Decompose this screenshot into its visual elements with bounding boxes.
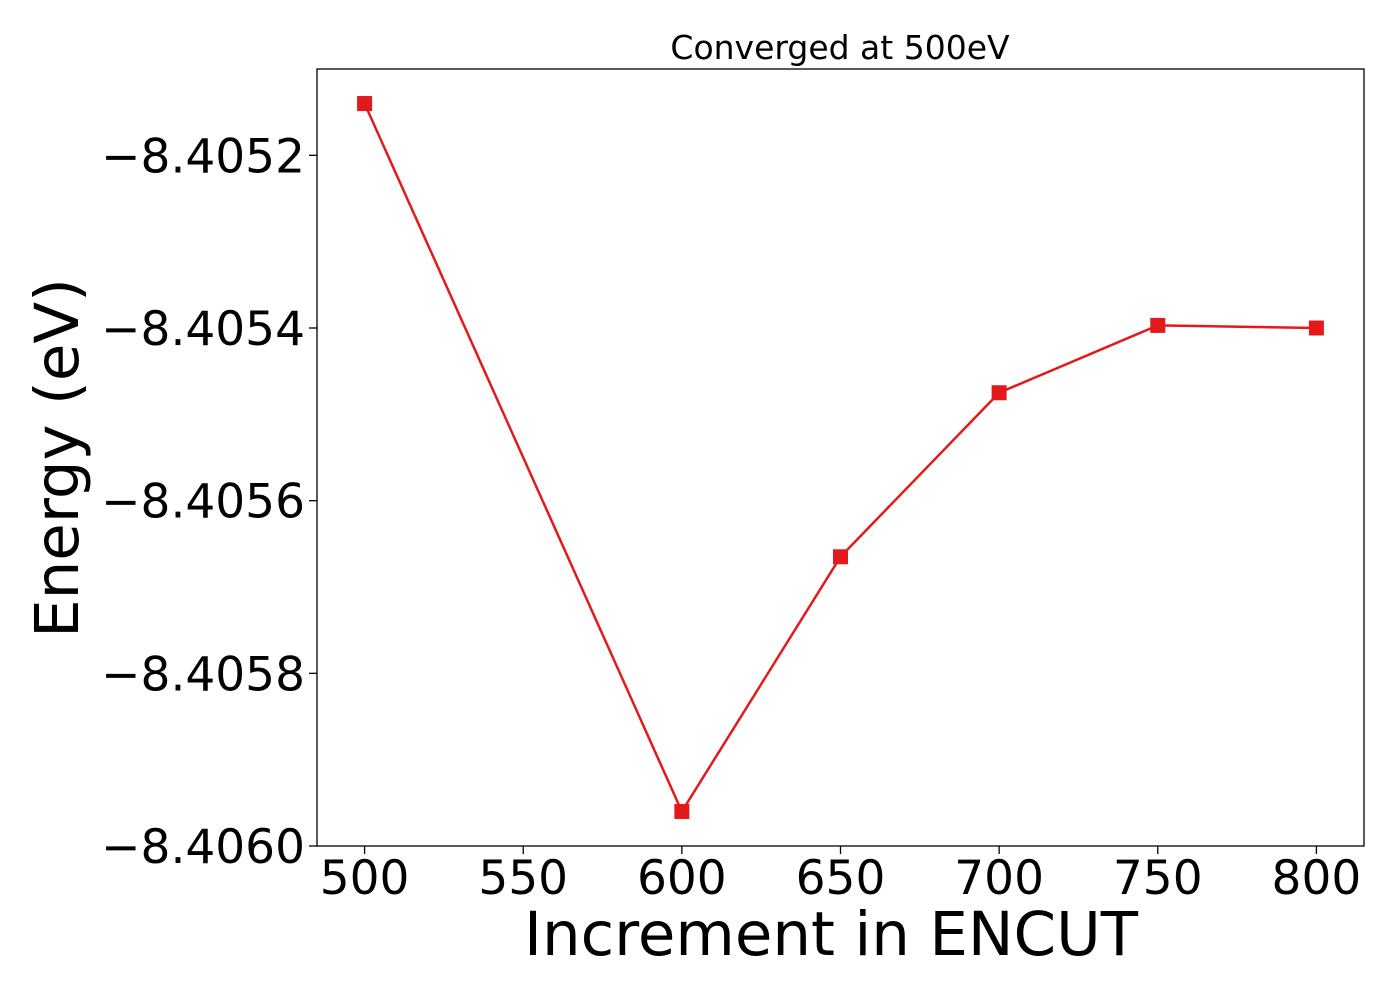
x-tick-label: 600 — [637, 851, 727, 906]
y-tick-label: −8.4060 — [101, 820, 305, 875]
data-point-marker — [991, 385, 1007, 401]
x-axis: 500 550 600 650 700 750 800 — [320, 846, 1362, 906]
x-tick-label: 500 — [320, 851, 410, 906]
data-point-marker — [674, 803, 690, 819]
data-point-marker — [1150, 317, 1166, 333]
x-tick-label: 750 — [1113, 851, 1203, 906]
x-tick-label: 800 — [1272, 851, 1362, 906]
y-tick-label: −8.4058 — [101, 647, 305, 702]
series-line — [363, 103, 1317, 813]
y-axis-label: Energy (eV) — [22, 278, 93, 638]
x-tick-label: 550 — [478, 851, 568, 906]
y-axis: −8.4052 −8.4054 −8.4056 −8.4058 −8.4060 — [101, 129, 317, 875]
y-tick-label: −8.4052 — [101, 129, 305, 184]
plot-area — [316, 68, 1365, 847]
x-tick-label: 700 — [954, 851, 1044, 906]
y-tick-label: −8.4054 — [101, 302, 305, 357]
data-point-marker — [1308, 320, 1324, 336]
data-point-marker — [357, 96, 373, 112]
series-layer — [357, 96, 1324, 819]
chart-title: Converged at 500eV — [670, 28, 1010, 67]
data-point-marker — [833, 549, 848, 565]
x-tick-label: 650 — [796, 851, 886, 906]
x-axis-label: Increment in ENCUT — [524, 899, 1139, 970]
y-tick-label: −8.4056 — [101, 475, 305, 530]
